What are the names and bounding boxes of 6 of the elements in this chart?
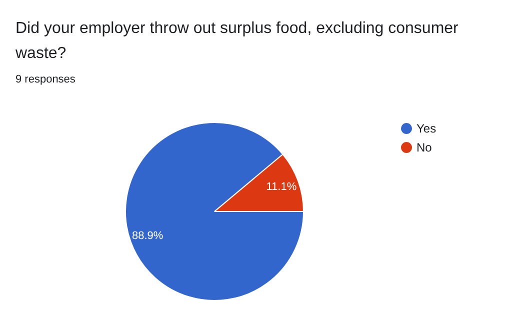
legend-label: No <box>416 140 432 154</box>
data-label: 88.9% <box>132 230 164 242</box>
data-label: 11.1% <box>266 181 297 194</box>
legend-label: Yes <box>416 122 436 136</box>
chart-subtitle: 9 responses <box>16 74 76 86</box>
chart-title: Did your employer throw out surplus food, excluding consumer waste? <box>14 20 460 62</box>
